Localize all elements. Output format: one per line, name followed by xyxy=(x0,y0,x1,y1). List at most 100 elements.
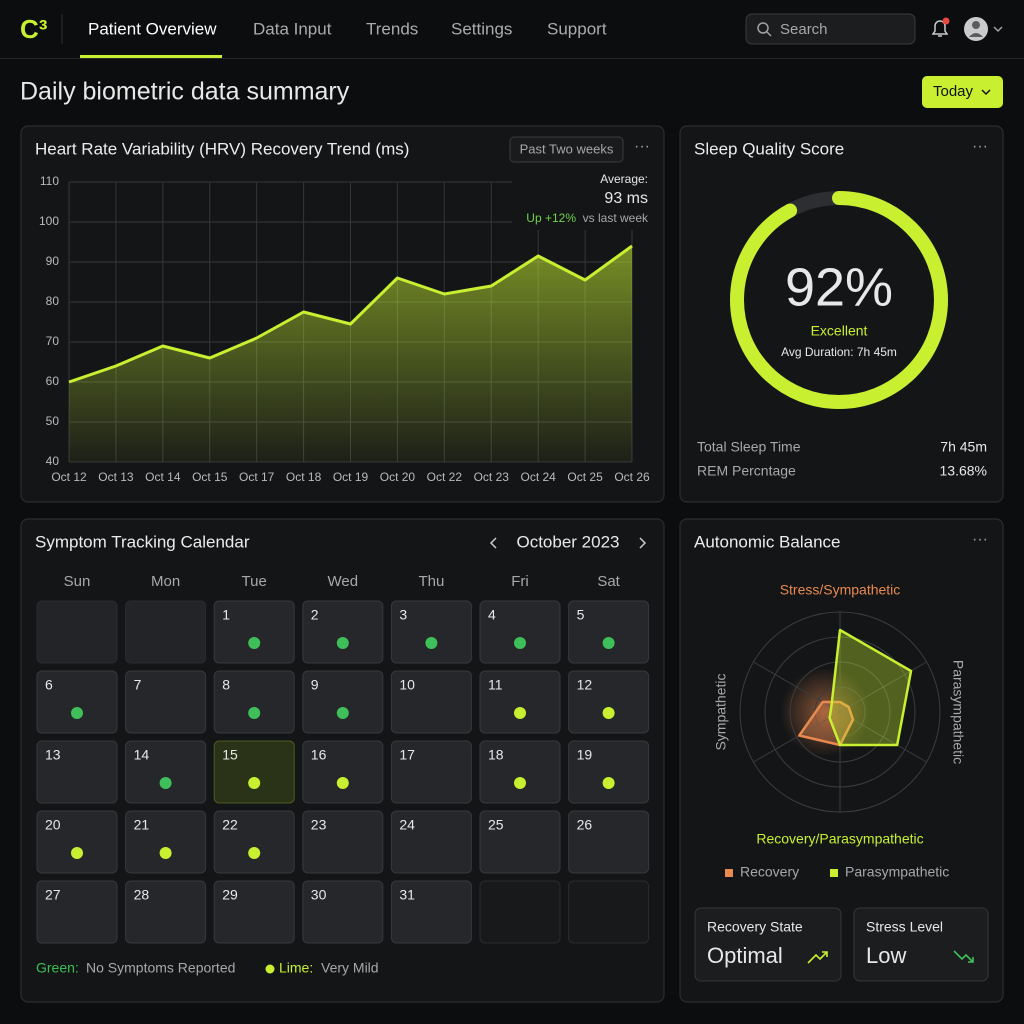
day-number: 20 xyxy=(45,817,61,833)
x-tick-label: Oct 25 xyxy=(567,470,603,484)
day-cell[interactable] xyxy=(36,880,118,944)
legend-key: Green: xyxy=(36,960,79,976)
status-dot xyxy=(514,777,526,789)
day-number: 16 xyxy=(311,747,327,763)
axis-title: Sympathetic xyxy=(713,673,729,750)
day-cell[interactable] xyxy=(213,740,295,804)
day-number: 24 xyxy=(399,817,415,833)
status-dot xyxy=(602,637,615,649)
day-cell[interactable] xyxy=(479,670,561,734)
date-filter[interactable] xyxy=(922,76,1003,108)
nav-item[interactable]: Patient Overview xyxy=(88,19,217,38)
day-cell[interactable] xyxy=(302,880,384,944)
line xyxy=(68,244,633,384)
day-cell[interactable] xyxy=(390,880,472,944)
day-cell[interactable] xyxy=(213,880,295,944)
day-cell[interactable] xyxy=(479,810,561,874)
day-number: 13 xyxy=(45,747,61,763)
area xyxy=(69,246,632,462)
next-month[interactable] xyxy=(639,537,647,549)
status-dot xyxy=(514,637,526,649)
hrv-chart: 40 50 60 70 80 90 100 110 Oct 12 Oct 13 Oct 14 Oct … xyxy=(39,174,650,484)
menu[interactable]: ··· xyxy=(972,531,988,548)
active-underline xyxy=(80,55,222,58)
day-cell[interactable] xyxy=(302,600,384,664)
day-cell[interactable] xyxy=(213,810,295,874)
avatar-head xyxy=(972,21,980,29)
status-dot xyxy=(248,847,261,859)
y-tick-label: 50 xyxy=(46,414,60,428)
status-dot xyxy=(425,637,438,649)
day-cell[interactable] xyxy=(125,740,207,804)
nav-item[interactable]: Settings xyxy=(451,19,512,38)
status-dot xyxy=(602,777,615,789)
spoke xyxy=(753,711,841,763)
day-cell[interactable] xyxy=(568,810,650,874)
legend-label: Recovery xyxy=(740,864,799,880)
menu[interactable]: ··· xyxy=(634,138,650,155)
prev-month[interactable] xyxy=(489,537,497,549)
day-cell[interactable] xyxy=(213,670,295,734)
logo[interactable]: C³ xyxy=(20,14,48,44)
day-number: 5 xyxy=(577,607,585,623)
status-dot xyxy=(514,707,526,719)
y-tick-label: 40 xyxy=(46,454,60,468)
radar-chart xyxy=(739,611,941,813)
empty-cell xyxy=(125,600,207,664)
day-cell[interactable] xyxy=(479,600,561,664)
legend-swatch xyxy=(830,869,838,877)
page-title: Daily biometric data summary xyxy=(20,78,350,106)
status-dot xyxy=(159,847,172,859)
day-number: 14 xyxy=(134,747,150,763)
nav-item[interactable]: Support xyxy=(547,19,607,38)
day-cell[interactable] xyxy=(302,670,384,734)
range-filter[interactable] xyxy=(509,136,624,163)
day-cell[interactable] xyxy=(390,810,472,874)
panel-title: Autonomic Balance xyxy=(694,532,840,551)
day-cell[interactable] xyxy=(302,810,384,874)
status-dot xyxy=(71,707,83,719)
chevron[interactable] xyxy=(993,26,1003,33)
day-cell[interactable] xyxy=(390,670,472,734)
sleep-score: 92% xyxy=(785,257,893,317)
date-filter-label[interactable]: Today xyxy=(933,83,974,100)
day-cell[interactable] xyxy=(36,810,118,874)
day-number: 25 xyxy=(488,817,504,833)
legend-text: Very Mild xyxy=(321,960,379,976)
y-tick-label: 100 xyxy=(39,214,59,228)
weekday: Sat xyxy=(597,573,620,590)
day-cell[interactable] xyxy=(479,740,561,804)
day-number: 28 xyxy=(134,887,150,903)
nav-item[interactable]: Trends xyxy=(366,19,418,38)
sleep-rating: Excellent xyxy=(811,323,868,339)
day-cell[interactable] xyxy=(568,740,650,804)
status-dot xyxy=(336,707,349,719)
day-cell[interactable] xyxy=(568,670,650,734)
day-cell[interactable] xyxy=(390,740,472,804)
tile xyxy=(853,907,989,982)
day-cell[interactable] xyxy=(213,600,295,664)
menu[interactable]: ··· xyxy=(972,138,988,155)
day-cell[interactable] xyxy=(36,670,118,734)
search-box[interactable] xyxy=(745,13,916,45)
day-cell[interactable] xyxy=(568,600,650,664)
search-icon xyxy=(757,22,769,34)
x-tick-label: Oct 15 xyxy=(192,470,228,484)
weekday: Thu xyxy=(418,573,444,590)
day-cell[interactable] xyxy=(125,880,207,944)
day-cell[interactable] xyxy=(125,670,207,734)
day-number: 12 xyxy=(577,677,593,693)
stat-value: 13.68% xyxy=(940,463,987,479)
annotation-compare: vs last week xyxy=(583,211,649,225)
day-cell[interactable] xyxy=(36,740,118,804)
notification-bell[interactable] xyxy=(931,20,949,37)
nav-item[interactable]: Data Input xyxy=(253,19,332,38)
axis-title: Parasympathetic xyxy=(950,660,966,764)
range-filter-label[interactable]: Past Two weeks xyxy=(520,141,614,156)
day-cell[interactable] xyxy=(302,740,384,804)
day-cell[interactable] xyxy=(125,810,207,874)
day-number: 9 xyxy=(311,677,319,693)
day-cell[interactable] xyxy=(390,600,472,664)
panel xyxy=(679,125,1004,503)
day-number: 8 xyxy=(222,677,230,693)
